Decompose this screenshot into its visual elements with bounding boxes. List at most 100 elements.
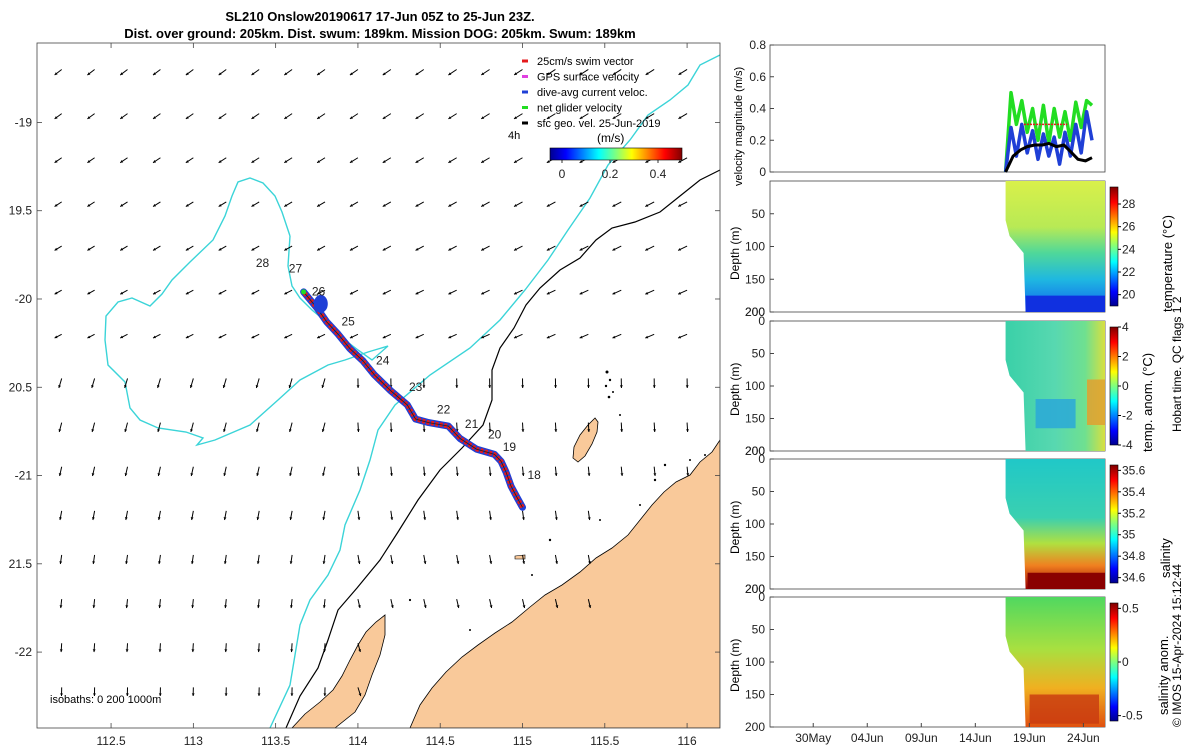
velocity-vector-head bbox=[685, 385, 689, 388]
velocity-vector-head bbox=[87, 335, 91, 339]
velocity-vector-head bbox=[54, 247, 58, 251]
velocity-vector-head bbox=[317, 335, 321, 339]
temp-cold-layer bbox=[1025, 295, 1105, 312]
velocity-vector-head bbox=[415, 335, 419, 339]
velocity-vector-head bbox=[521, 473, 525, 476]
velocity-vector-head bbox=[222, 385, 226, 388]
velocity-vector-head bbox=[620, 429, 624, 432]
velocity-vector-head bbox=[322, 473, 325, 476]
velocity-vector-head bbox=[156, 385, 160, 388]
depth-axis-label-3: Depth (m) bbox=[728, 500, 742, 554]
velocity-vector-head bbox=[678, 204, 682, 207]
temp-anom-warm-patch bbox=[1087, 379, 1105, 425]
land-barrow-island bbox=[572, 417, 599, 463]
velocity-vector-head bbox=[92, 561, 96, 565]
velocity-vector-head bbox=[87, 203, 91, 207]
velocity-vector-head bbox=[58, 429, 62, 432]
velocity-vector-head bbox=[256, 561, 260, 565]
velocity-vector-head bbox=[357, 605, 361, 609]
salinity-ytick-bottom: 200 bbox=[745, 582, 765, 596]
map-xtick-label: 114 bbox=[348, 734, 367, 748]
velocity-vector-head bbox=[587, 517, 591, 520]
velocity-vector-head bbox=[358, 649, 362, 653]
velocity-vector-head bbox=[612, 204, 616, 207]
velocity-vector-head bbox=[317, 247, 321, 251]
velocity-vector-head bbox=[158, 605, 162, 609]
day-label-22: 22 bbox=[437, 403, 451, 417]
velocity-vector-head bbox=[554, 429, 558, 432]
track-centerline bbox=[303, 291, 523, 508]
map-xtick-label: 112.5 bbox=[96, 734, 125, 748]
temp_anom-ytick-label: 100 bbox=[745, 379, 765, 393]
velocity-vector-head bbox=[423, 605, 427, 609]
land-island-left bbox=[291, 614, 386, 728]
velocity-vector-head bbox=[448, 335, 452, 339]
sal_anom-colorbar-label: -0.5 bbox=[1122, 709, 1143, 723]
velocity-vector-head bbox=[390, 605, 394, 609]
velocity-vector-head bbox=[92, 605, 96, 609]
velocity-vector-head bbox=[588, 561, 591, 565]
temperature-ytick-label: 150 bbox=[745, 272, 765, 286]
velocity-vector-head bbox=[54, 203, 58, 207]
velocity-vector-head bbox=[423, 517, 427, 520]
velocity-vector-head bbox=[546, 335, 550, 339]
velocity-vector-head bbox=[289, 473, 292, 476]
velocity-vector-head bbox=[349, 160, 353, 163]
velocity-vector-head bbox=[91, 385, 94, 388]
velocity-vector-head bbox=[93, 693, 96, 697]
velocity-vector-head bbox=[54, 291, 58, 295]
velocity-vector-head bbox=[120, 160, 124, 163]
velocity-vector-head bbox=[225, 737, 228, 740]
velocity-vector-head bbox=[652, 385, 656, 388]
velocity-vector-head bbox=[653, 429, 657, 432]
velocity-vector-head bbox=[153, 247, 157, 251]
track-start-point bbox=[301, 289, 307, 295]
velocity-vector-head bbox=[190, 429, 193, 432]
velocity-vector-head bbox=[382, 160, 386, 163]
velocity-vector-head bbox=[415, 204, 419, 207]
temperature-section-fill bbox=[1005, 181, 1105, 312]
velocity-vector-head bbox=[455, 473, 459, 476]
velocity-vector-head bbox=[317, 291, 321, 295]
velocity-vector-head bbox=[612, 291, 616, 295]
velocity-vector-head bbox=[251, 72, 255, 76]
velocity-vector-head bbox=[481, 72, 485, 76]
velocity-vector-head bbox=[289, 605, 293, 609]
velocity-vector-head bbox=[382, 247, 386, 251]
velocity-vector-head bbox=[546, 160, 550, 163]
velocity-vector-head bbox=[389, 429, 393, 432]
date-xtick-label: 09Jun bbox=[905, 731, 938, 745]
velocity-vector-head bbox=[579, 116, 583, 119]
velocity-vector-head bbox=[448, 204, 452, 207]
velocity-vector-head bbox=[645, 72, 649, 75]
temperature-ytick-label: 200 bbox=[745, 305, 765, 319]
velocity-vector-head bbox=[218, 160, 222, 163]
temperature-colorbar-label: 28 bbox=[1122, 197, 1136, 211]
day-label-20: 20 bbox=[488, 427, 502, 441]
velocity-vector-head bbox=[555, 561, 559, 565]
salinity-colorbar-label: 34.8 bbox=[1122, 549, 1146, 563]
velocity-vector-head bbox=[54, 335, 58, 339]
temp_anom-ytick-label: 150 bbox=[745, 412, 765, 426]
temperature-colorbar bbox=[1109, 186, 1119, 307]
velocity-vector-head bbox=[92, 649, 96, 653]
velocity-vector-head bbox=[223, 429, 226, 432]
velocity-vector-head bbox=[481, 247, 485, 251]
salinity-high-layer bbox=[1027, 572, 1105, 589]
velocity-vector-head bbox=[324, 737, 327, 740]
velocity-vector-head bbox=[356, 429, 360, 432]
velocity-vector-head bbox=[158, 561, 161, 565]
velocity-vector-head bbox=[257, 649, 261, 653]
velocity-vector-head bbox=[125, 605, 129, 609]
velocity-vector-head bbox=[612, 160, 616, 163]
date-xtick-label: 19Jun bbox=[1013, 731, 1046, 745]
velocity-vector-head bbox=[290, 649, 294, 653]
velocity-vector-head bbox=[87, 247, 91, 251]
velocity-vector-head bbox=[284, 72, 288, 76]
map-xtick-label: 115.5 bbox=[590, 734, 619, 748]
salinity-colorbar-label: 35.4 bbox=[1122, 485, 1146, 499]
salinity-colorbar-label: 35 bbox=[1122, 528, 1136, 542]
velocity-vector-head bbox=[456, 605, 460, 609]
temperature-colorbar-label: 20 bbox=[1122, 288, 1136, 302]
